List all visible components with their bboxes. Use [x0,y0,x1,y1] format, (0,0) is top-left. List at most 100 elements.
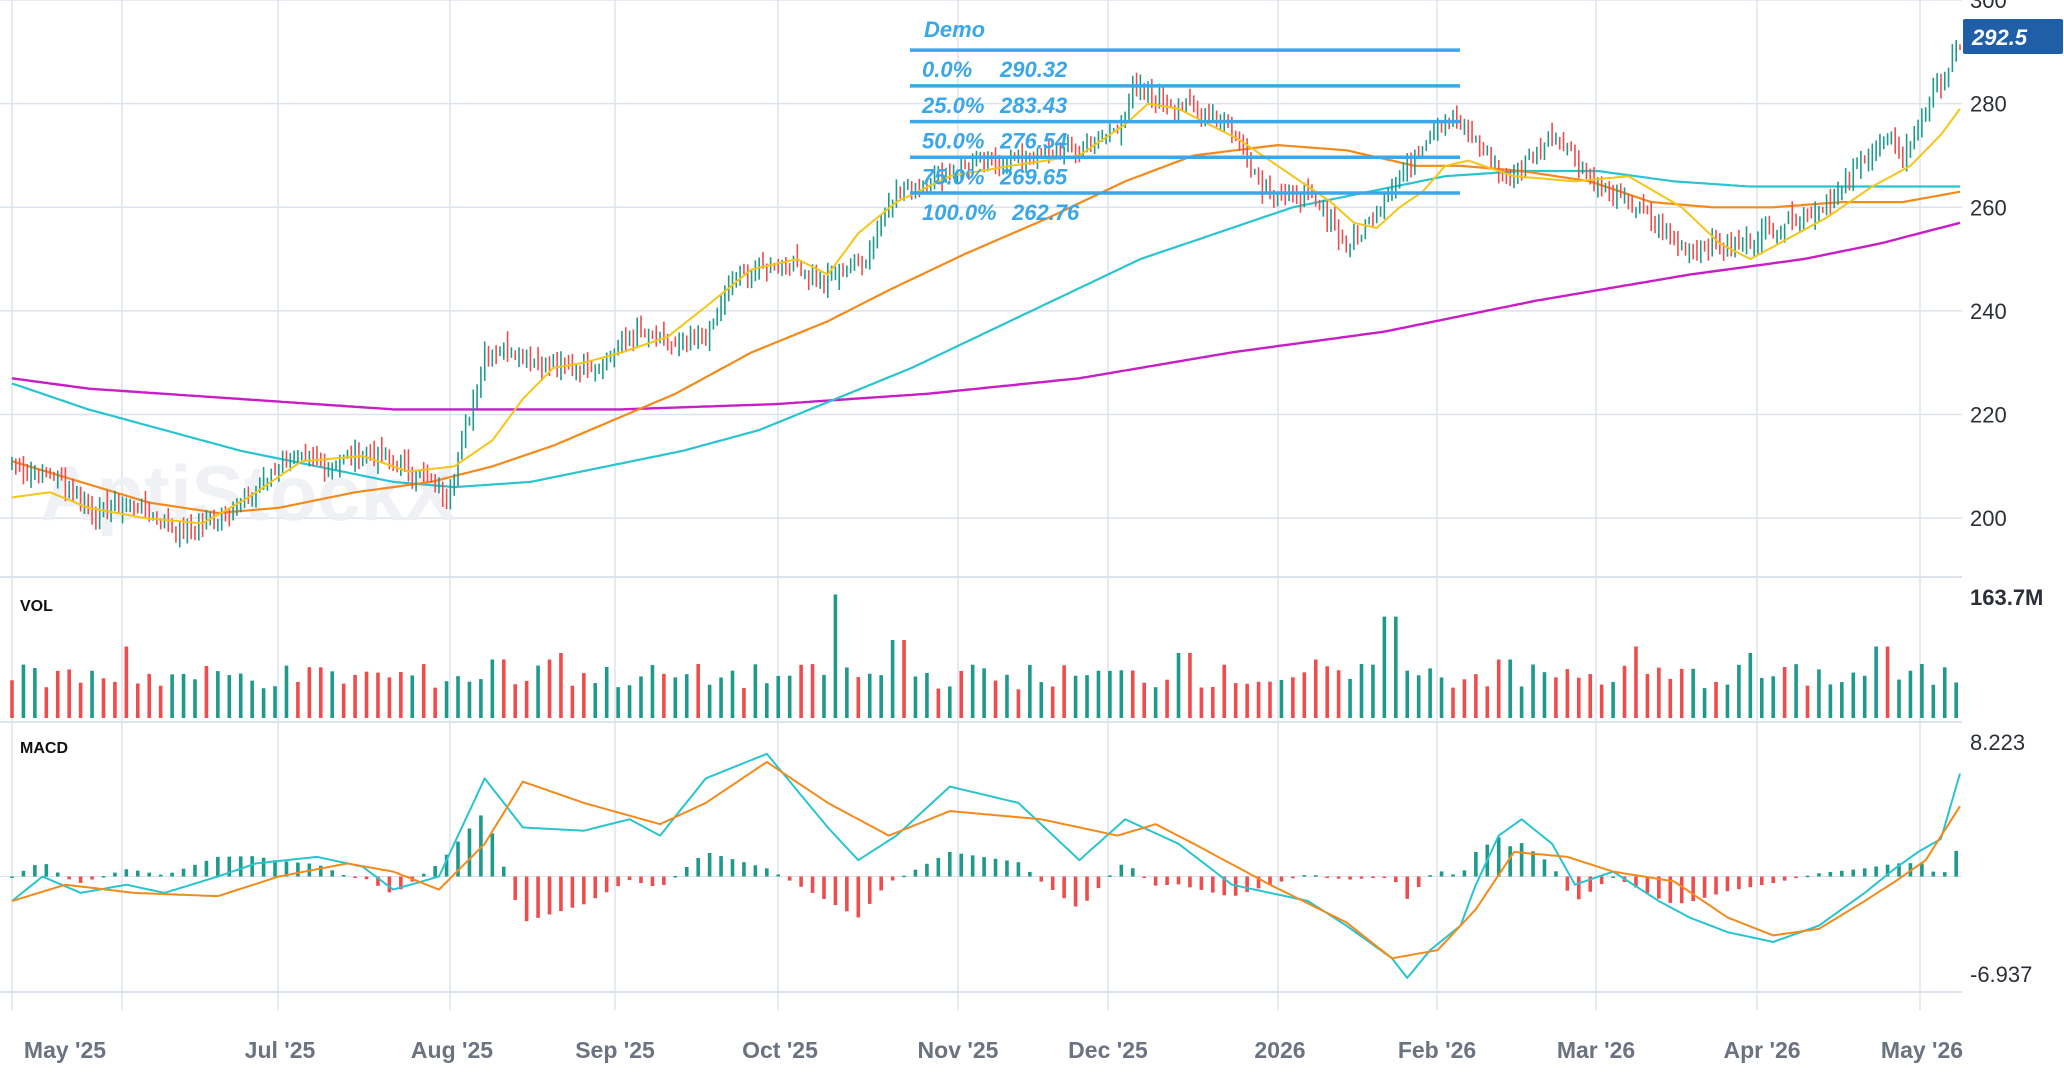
macd-histogram-bar [216,856,220,877]
macd-histogram-bar [1382,876,1387,879]
macd-histogram-bar [845,876,849,912]
volume-bar [684,674,689,718]
macd-histogram-bar [1359,876,1364,879]
volume-bar [1702,688,1707,718]
macd-histogram-bar [1028,871,1032,877]
volume-bar [1679,668,1684,718]
macd-histogram-bar [1245,876,1249,893]
volume-bar [787,675,792,718]
macd-histogram-bar [799,876,803,887]
macd-histogram-bar [993,858,998,877]
macd-histogram-bar [810,876,815,893]
price-bars [11,40,1961,548]
volume-bar [1348,678,1352,718]
volume-bar [1119,670,1124,718]
volume-bar [1256,681,1261,718]
volume-bar [1576,677,1581,718]
macd-histogram-bar [742,862,746,877]
volume-bar [810,664,815,718]
macd-histogram-bar [650,876,655,887]
volume-bar [1142,682,1147,718]
macd-histogram-bar [330,870,335,877]
macd-histogram-bar [513,876,518,901]
volume-bar [707,684,712,718]
macd-histogram-bar [879,876,883,891]
volume-bar [1942,667,1947,718]
macd-label: MACD [20,740,68,757]
volume-bar [1611,681,1615,718]
volume-bar [296,681,300,718]
macd-histogram-bar [627,876,632,881]
volume-bar [1657,667,1661,718]
volume-label: VOL [20,598,53,615]
volume-bar [1313,659,1318,718]
macd-histogram-bar [822,876,826,900]
volume-bar [662,673,666,718]
volume-bar [993,680,998,718]
volume-bar [124,646,129,718]
volume-bar [959,670,964,718]
volume-bar [1691,668,1695,718]
fib-level-percent: 25.0% [921,93,984,118]
volume-bar [1954,682,1958,718]
macd-histogram-bar [78,876,83,883]
macd-histogram-bar [982,857,986,877]
macd-histogram-bar [376,876,380,886]
volume-bar [856,677,861,718]
macd-histogram-bar [1759,876,1764,886]
macd-histogram-bar [1954,850,1958,877]
macd-histogram-bar [662,876,666,885]
volume-bar [673,677,678,718]
volume-bar [536,665,540,718]
volume-bar [1428,668,1432,718]
volume-bar [250,680,254,718]
macd-histogram-bar [1508,846,1512,877]
macd-histogram-bar [1108,875,1112,877]
macd-histogram-bar [90,876,94,880]
macd-histogram-bar [593,876,598,899]
volume-bar [1485,686,1490,718]
macd-histogram-bar [559,876,563,912]
volume-bar [1302,672,1307,718]
macd-histogram-bar [364,876,369,880]
volume-bar [604,666,609,718]
volume-bar [867,673,872,718]
macd-histogram-bar [261,857,266,877]
price-tick-label: 280 [1970,92,2007,117]
macd-min-label: -6.937 [1970,962,2032,987]
volume-bar [1668,678,1673,718]
volume-bar [227,675,232,718]
volume-bar [513,684,518,718]
time-tick-label: May '26 [1881,1037,1963,1063]
volume-bar [78,682,83,718]
macd-histogram-bar [639,876,643,884]
fibonacci-retracement[interactable]: Demo 0.0% 290.32 25.0% 283.43 50.0% 276.54 75.… [910,17,1460,225]
macd-histogram-bar [353,876,357,879]
macd-histogram-bar [399,876,403,890]
volume-bar [547,659,552,718]
macd-histogram-bar [238,856,243,877]
macd-histogram-bar [1679,876,1684,904]
macd-histogram-bar [1256,876,1261,889]
fib-level-percent: 0.0% [922,57,972,82]
macd-histogram-bar [1554,871,1558,877]
macd-histogram-bar [1325,876,1329,879]
macd-histogram-bar [273,860,277,877]
time-tick-label: Dec '25 [1068,1037,1148,1063]
macd-histogram-bar [1474,851,1478,877]
price-tick-label: 240 [1970,299,2007,324]
macd-histogram-bar [296,862,300,877]
volume-bar [616,687,620,718]
volume-bar [387,677,392,718]
macd-histogram-bar [833,876,838,906]
macd-histogram-bar [604,876,609,893]
volume-bar [181,673,186,718]
volume-bar [1165,679,1169,718]
volume-bar [1233,683,1238,718]
volume-max-label: 163.7M [1970,585,2043,610]
volume-bar [399,672,403,718]
macd-histogram-bar [1302,875,1307,877]
volume-bar [1371,664,1375,718]
